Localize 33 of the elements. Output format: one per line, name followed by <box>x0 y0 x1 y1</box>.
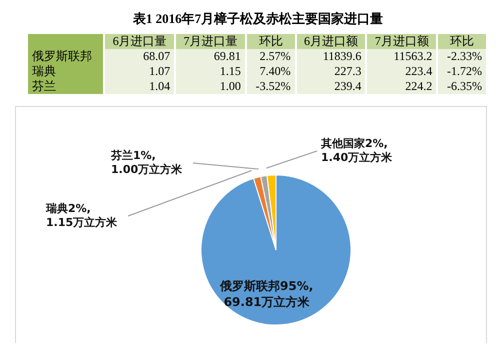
text: 223.4 <box>405 64 432 78</box>
text: -6.35% <box>447 79 482 93</box>
category-label: 7月进口额 <box>366 34 438 49</box>
text: 表1 2016年7月樟子松及赤松主要国家进口量 <box>132 10 384 28</box>
text: 1.15 <box>220 64 241 78</box>
text: 1.00 <box>220 79 241 93</box>
category-label: 6月进口额 <box>296 34 366 49</box>
category-label: 瑞典 <box>32 64 56 78</box>
text: 7.40% <box>260 64 291 78</box>
text: 68.07 <box>143 49 170 63</box>
text: 11563.2 <box>394 49 432 63</box>
slice-label: 芬兰1%,1.00万立方米 <box>110 149 184 176</box>
slice-label: 其他国家2%,1.40万立方米 <box>320 137 394 164</box>
category-label: 环比 <box>246 34 296 49</box>
text: 2.57% <box>260 49 291 63</box>
slice-label: 俄罗斯联邦95%,69.81万立方米 <box>219 279 314 310</box>
text: 69.81 <box>214 49 241 63</box>
text: 239.4 <box>334 79 362 93</box>
text: 1.04 <box>149 79 170 93</box>
text: 11839.6 <box>322 49 362 63</box>
text: -1.72% <box>447 64 482 78</box>
text: 224.2 <box>405 79 432 93</box>
text: 227.3 <box>334 64 362 78</box>
category-label: 7月进口量 <box>175 34 246 49</box>
text: 1.07 <box>149 64 170 78</box>
category-label: 俄罗斯联邦 <box>32 49 92 63</box>
category-label: 芬兰 <box>32 79 56 93</box>
category-label: 环比 <box>437 34 487 49</box>
pie-slice <box>200 174 352 326</box>
text: -3.52% <box>256 79 291 93</box>
text: -2.33% <box>447 49 482 63</box>
category-label: 6月进口量 <box>104 34 176 49</box>
slice-label: 瑞典2%,1.15万立方米 <box>45 202 118 229</box>
